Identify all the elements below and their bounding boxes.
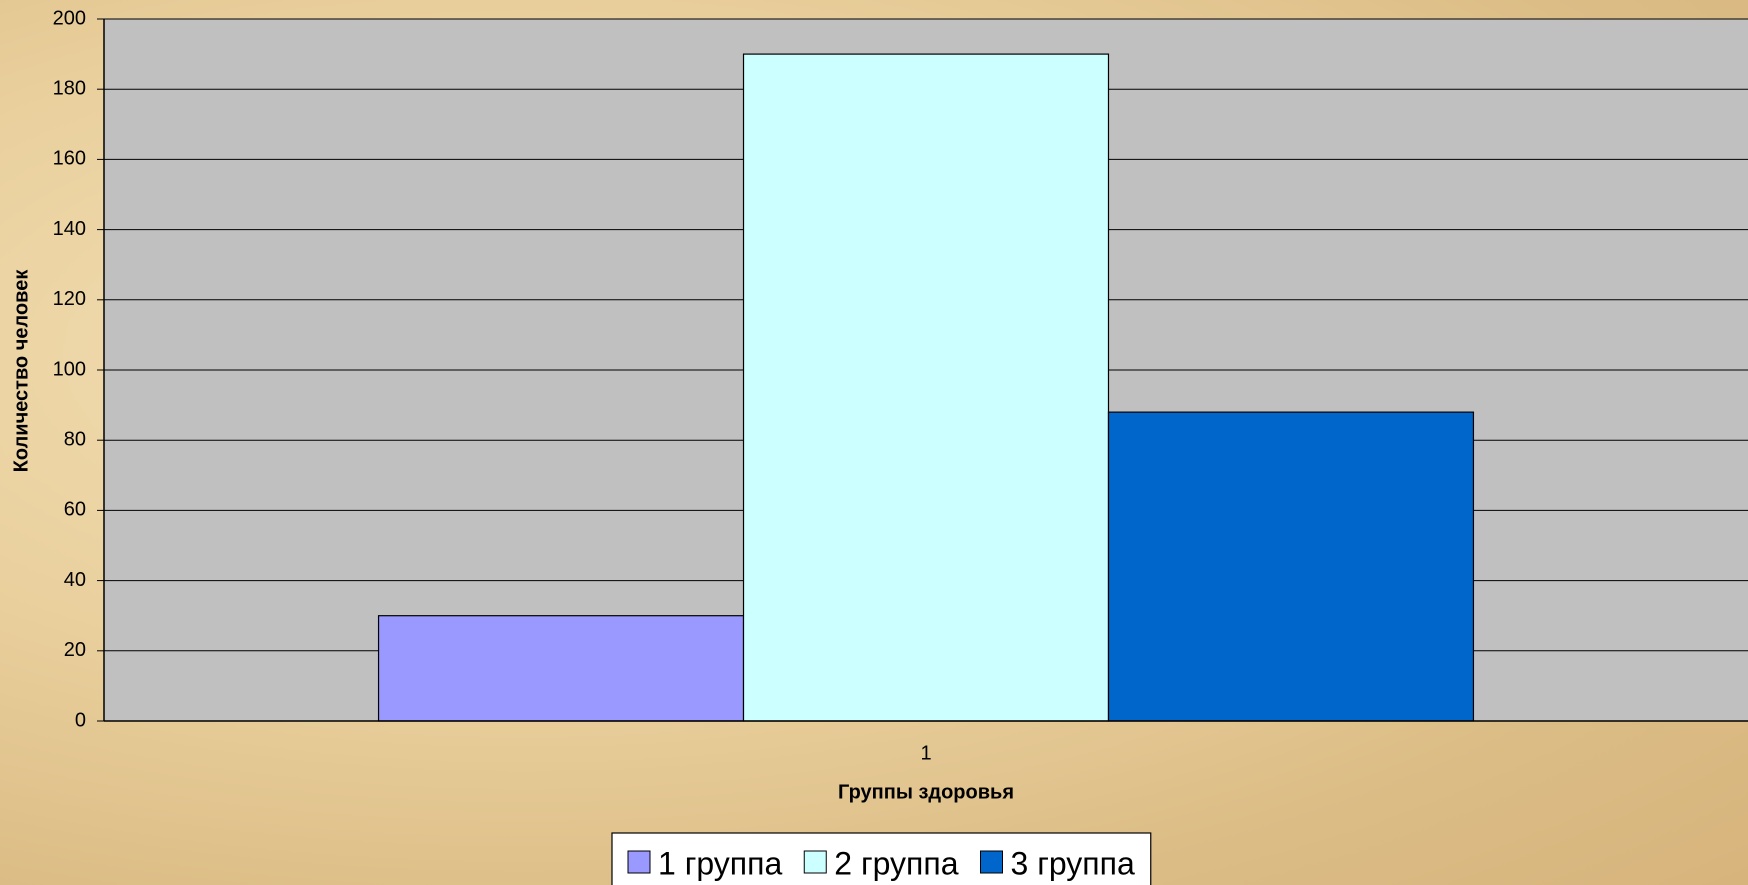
y-tick-label: 200	[53, 7, 86, 29]
bar	[742, 53, 1110, 722]
legend-label: 1 группа	[658, 845, 782, 881]
legend-label: 2 группа	[834, 845, 958, 881]
x-axis-title: Группы здоровья	[838, 781, 1014, 803]
y-tick-label: 40	[64, 569, 86, 591]
y-tick-label: 100	[53, 358, 86, 380]
y-tick-label: 160	[53, 148, 86, 170]
legend-swatch	[980, 850, 1003, 874]
y-tick-label: 140	[53, 218, 86, 240]
y-tick-label: 180	[53, 77, 86, 99]
y-tick-label: 60	[64, 499, 86, 521]
legend-swatch	[627, 850, 651, 874]
bar	[377, 615, 745, 722]
x-tick-label: 1	[920, 742, 931, 764]
y-tick-label: 80	[64, 428, 86, 450]
legend-box	[611, 832, 1152, 885]
legend-label: 3 группа	[1011, 845, 1135, 881]
bar	[1107, 411, 1475, 722]
y-tick-label: 20	[64, 639, 86, 661]
y-tick-label: 0	[75, 709, 86, 731]
legend-swatch	[803, 850, 827, 874]
legend: 1 группа 2 группа 3 группа	[611, 832, 1152, 885]
y-axis-title: Количество человек	[10, 269, 32, 473]
y-tick-label: 120	[53, 288, 86, 310]
